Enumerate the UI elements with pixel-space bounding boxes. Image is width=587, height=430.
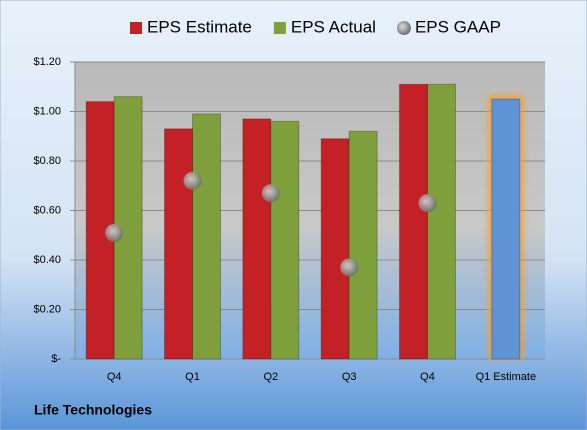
legend-swatch xyxy=(273,22,286,34)
gaap-marker xyxy=(418,194,437,213)
bar xyxy=(320,138,350,360)
y-tick-label: $0.80 xyxy=(33,155,61,167)
y-tick-label: $0.20 xyxy=(33,303,61,315)
y-tick-label: $0.40 xyxy=(33,254,61,266)
legend-swatch xyxy=(396,21,411,35)
y-tick-label: $1.00 xyxy=(33,105,61,117)
bar xyxy=(192,113,221,360)
legend-label: EPS GAAP xyxy=(415,17,501,36)
gaap-marker xyxy=(105,223,124,242)
bar xyxy=(399,83,428,360)
y-tick-label: $0.60 xyxy=(33,204,61,216)
x-tick-label: Q2 xyxy=(263,371,278,383)
x-tick-label: Q1 xyxy=(185,371,200,383)
legend-swatch xyxy=(130,22,142,34)
gaap-marker xyxy=(183,171,202,190)
gaap-marker xyxy=(261,184,280,203)
footer: Life Technologies xyxy=(34,402,152,418)
x-tick-label: Q4 xyxy=(420,371,435,383)
bar xyxy=(348,130,378,360)
x-tick-label: Q1 Estimate xyxy=(476,371,537,383)
legend-label: EPS Estimate xyxy=(147,17,252,36)
x-tick-label: Q3 xyxy=(342,371,357,383)
bar xyxy=(427,83,456,360)
bar xyxy=(491,98,521,360)
bar xyxy=(270,120,300,360)
x-tick-label: Q4 xyxy=(107,371,122,383)
y-tick-label: $1.20 xyxy=(33,56,61,68)
bar xyxy=(242,118,272,360)
gaap-marker xyxy=(340,258,359,277)
bar xyxy=(164,128,193,360)
y-tick-label: $- xyxy=(51,353,61,365)
legend-label: EPS Actual xyxy=(291,17,376,36)
